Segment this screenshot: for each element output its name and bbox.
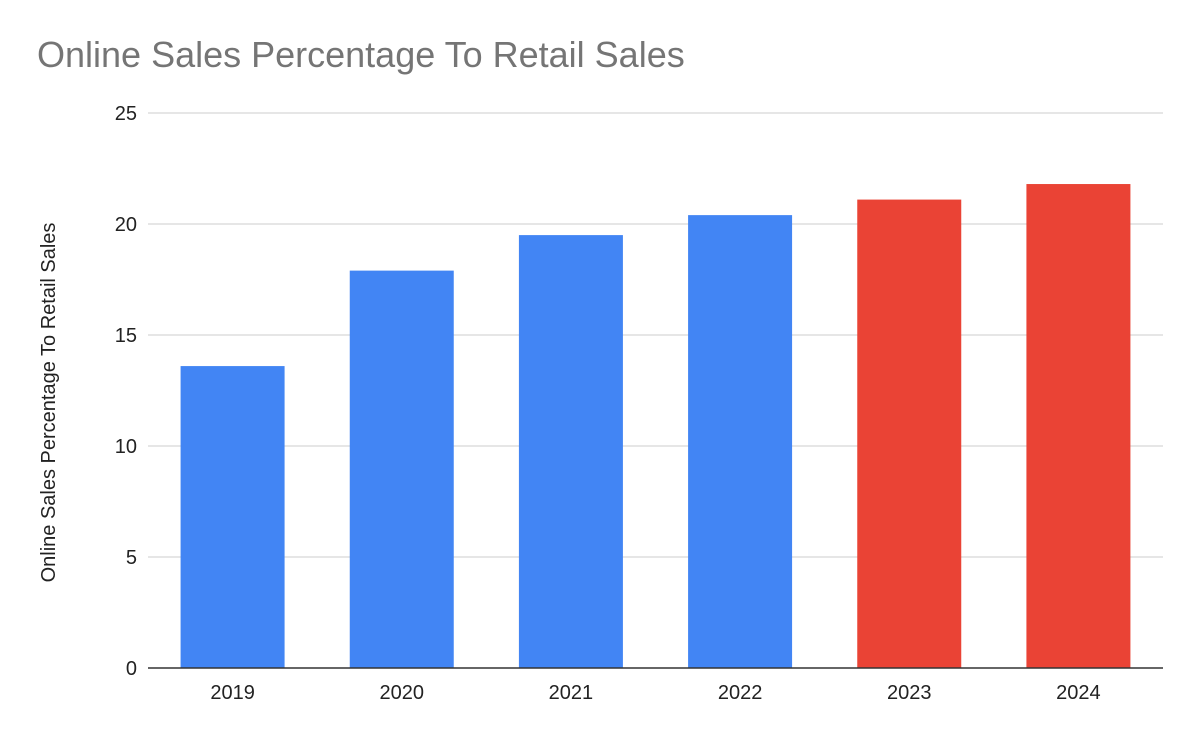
bar-2023 [857, 199, 962, 668]
y-tick-label: 5 [126, 547, 137, 569]
x-tick-labels: 2019 2020 2021 2022 2023 2024 [210, 682, 1100, 704]
y-tick-label: 0 [126, 658, 137, 680]
bar-2020 [349, 270, 454, 668]
x-tick-label: 2022 [718, 682, 763, 704]
x-tick-label: 2024 [1056, 682, 1101, 704]
y-tick-labels: 0 5 10 15 20 25 [115, 103, 137, 680]
y-tick-label: 20 [115, 214, 137, 236]
x-tick-label: 2020 [380, 682, 425, 704]
bars [180, 184, 1131, 669]
y-tick-label: 10 [115, 436, 137, 458]
bar-2022 [688, 215, 793, 668]
y-tick-label: 15 [115, 325, 137, 347]
bar-2024 [1026, 184, 1131, 669]
bar-2019 [180, 366, 285, 668]
y-axis-label: Online Sales Percentage To Retail Sales [38, 223, 60, 583]
x-tick-label: 2021 [549, 682, 594, 704]
x-tick-label: 2023 [887, 682, 932, 704]
y-tick-label: 25 [115, 103, 137, 125]
chart-title: Online Sales Percentage To Retail Sales [37, 34, 685, 75]
x-tick-label: 2019 [210, 682, 255, 704]
bar-2021 [518, 235, 623, 668]
gridlines [148, 112, 1163, 558]
